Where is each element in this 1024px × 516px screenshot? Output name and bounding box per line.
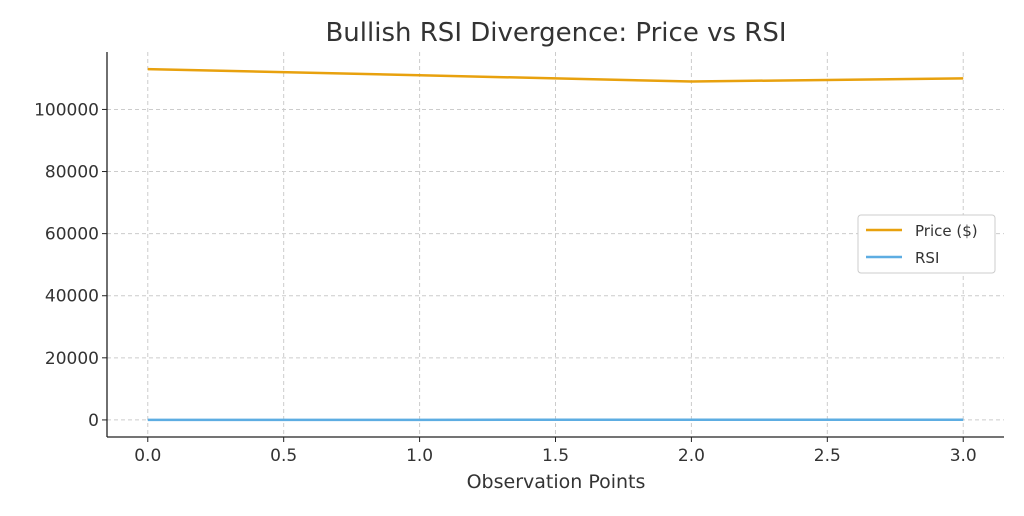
x-axis-label: Observation Points (467, 471, 646, 493)
y-tick-label: 60000 (45, 225, 99, 245)
x-tick-label: 1.0 (406, 446, 433, 466)
y-tick-label: 20000 (45, 349, 99, 369)
y-tick-label: 0 (88, 411, 99, 431)
y-tick-label: 40000 (45, 287, 99, 307)
x-tick-label: 3.0 (950, 446, 977, 466)
x-tick-label: 2.0 (678, 446, 705, 466)
x-tick-label: 0.0 (134, 446, 161, 466)
legend: Price ($) RSI (858, 215, 995, 273)
x-tick-label: 1.5 (542, 446, 569, 466)
y-tick-label: 80000 (45, 163, 99, 183)
legend-label-price: Price ($) (915, 222, 978, 240)
legend-label-rsi: RSI (915, 249, 939, 267)
x-tick-label: 2.5 (814, 446, 841, 466)
y-tick-label: 100000 (34, 100, 99, 120)
x-tick-label: 0.5 (270, 446, 297, 466)
chart-title: Bullish RSI Divergence: Price vs RSI (325, 18, 786, 48)
